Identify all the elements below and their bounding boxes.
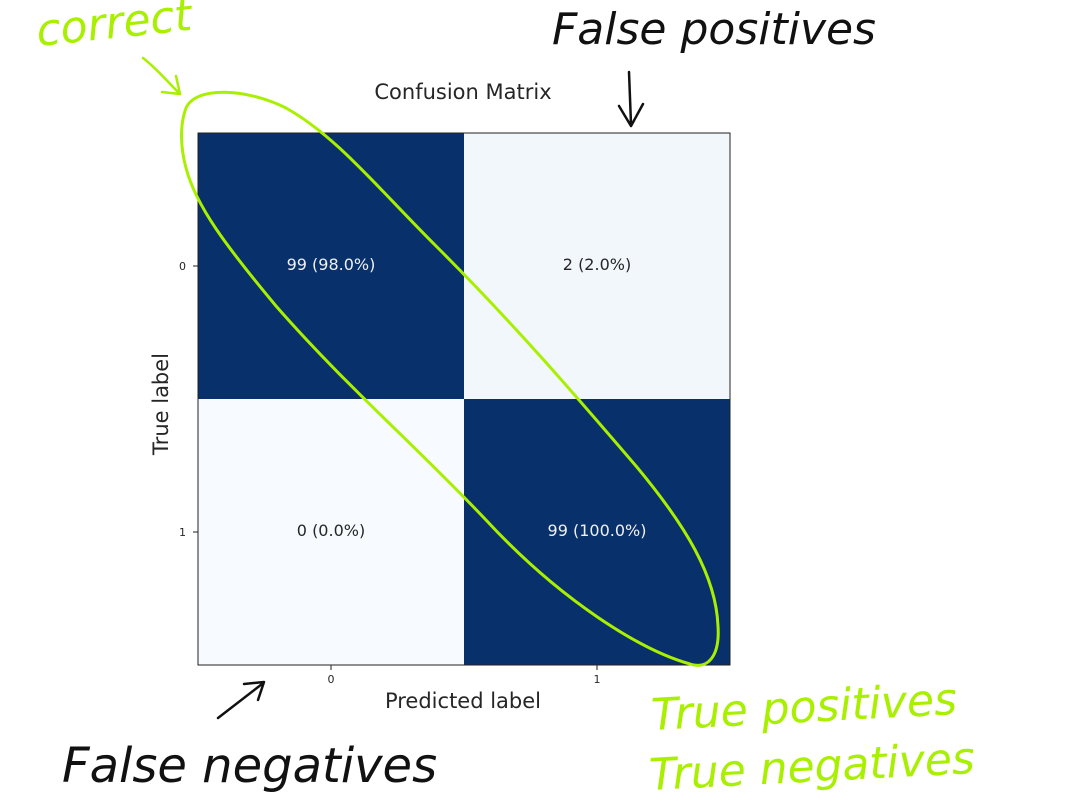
x-tick-0: 0 — [328, 673, 335, 686]
cell-label-1-0: 0 (0.0%) — [297, 521, 365, 540]
arrow-correct — [141, 56, 182, 96]
arrow-false-negatives — [216, 680, 266, 720]
heatmap-cell-0-1 — [464, 133, 730, 399]
annotation-true-positives: True positives — [650, 674, 958, 741]
annotation-false-negatives: False negatives — [62, 738, 437, 794]
annotation-correct: correct — [34, 0, 196, 57]
annotation-false-positives: False positives — [552, 4, 876, 55]
cell-label-0-1: 2 (2.0%) — [563, 255, 631, 274]
heatmap-cells — [198, 133, 730, 665]
y-tick-1: 1 — [179, 526, 186, 539]
x-axis-label: Predicted label — [385, 689, 541, 713]
heatmap-cell-1-0 — [198, 399, 464, 665]
x-axis-ticks: 0 1 — [328, 665, 601, 686]
annotation-true-negatives: True negatives — [648, 733, 976, 801]
y-axis-ticks: 0 1 — [179, 260, 198, 539]
chart-title: Confusion Matrix — [374, 80, 551, 104]
plot-frame — [197, 132, 731, 666]
cell-label-1-1: 99 (100.0%) — [548, 521, 647, 540]
x-tick-1: 1 — [594, 673, 601, 686]
y-tick-0: 0 — [179, 260, 186, 273]
diagonal-highlight-loop — [180, 90, 720, 667]
cell-label-0-0: 99 (98.0%) — [287, 255, 376, 274]
y-axis-label: True label — [149, 353, 173, 456]
arrow-false-positives — [617, 70, 645, 128]
